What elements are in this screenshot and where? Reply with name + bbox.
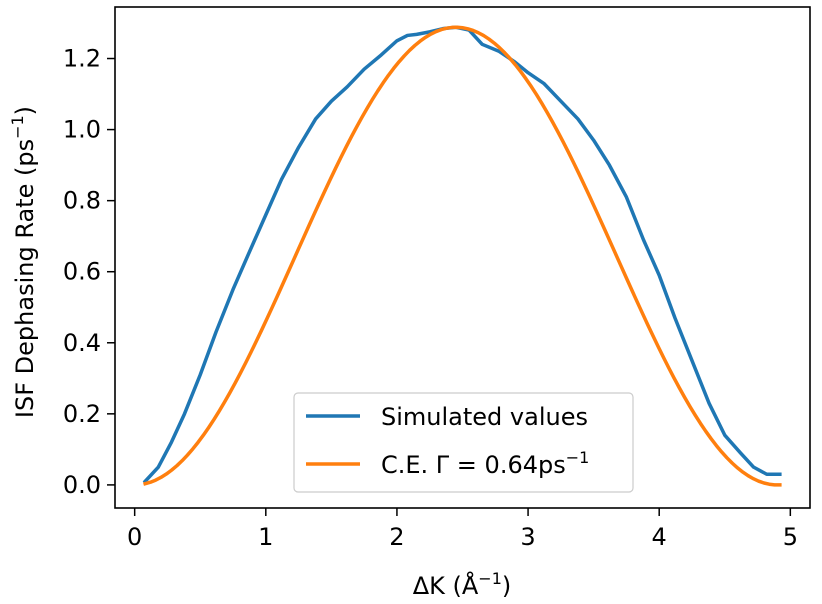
y-tick-label: 0.0 xyxy=(63,471,101,499)
y-tick-label: 0.6 xyxy=(63,258,101,286)
legend: Simulated values C.E. Γ = 0.64ps−1 xyxy=(293,392,634,493)
x-axis-label: ΔK (Å−1) xyxy=(413,569,512,600)
y-axis-label: ISF Dephasing Rate (ps−1) xyxy=(8,106,39,418)
y-tick-label: 1.0 xyxy=(63,116,101,144)
x-tick-label: 0 xyxy=(127,523,142,551)
y-tick-label: 0.4 xyxy=(63,329,101,357)
legend-label-simulated: Simulated values xyxy=(381,403,588,431)
x-tick-label: 2 xyxy=(389,523,404,551)
series-line-ce-fit xyxy=(142,25,782,487)
y-tick-label: 0.2 xyxy=(63,400,101,428)
x-tick-label: 3 xyxy=(520,523,535,551)
x-axis-ticks: 0 1 2 3 4 5 xyxy=(127,508,798,551)
x-tick-label: 1 xyxy=(258,523,273,551)
x-tick-label: 5 xyxy=(783,523,798,551)
legend-box xyxy=(293,392,634,493)
y-tick-label: 1.2 xyxy=(63,45,101,73)
legend-label-ce-fit: C.E. Γ = 0.64ps−1 xyxy=(381,448,589,479)
plot-lines xyxy=(142,25,782,487)
x-tick-label: 4 xyxy=(652,523,667,551)
y-axis-ticks: 0.0 0.2 0.4 0.6 0.8 1.0 1.2 xyxy=(63,45,115,499)
plot-frame xyxy=(114,6,811,509)
y-tick-label: 0.8 xyxy=(63,187,101,215)
